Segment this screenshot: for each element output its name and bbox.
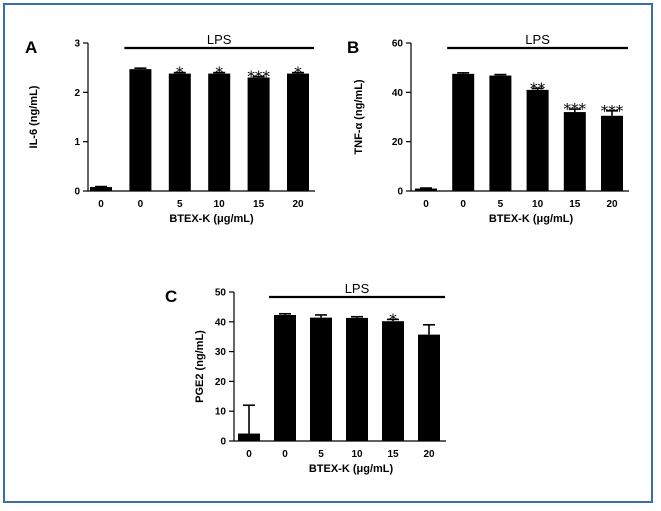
significance-label: * <box>176 64 184 82</box>
significance-label: ** <box>530 79 546 97</box>
y-tick-label: 3 <box>74 39 80 50</box>
x-axis-title: BTEX-K (μg/mL) <box>169 213 254 225</box>
significance-label: *** <box>564 100 587 118</box>
panel-letter: C <box>165 287 177 306</box>
x-tick-label: 0 <box>423 199 429 210</box>
y-axis-title: IL-6 (ng/mL) <box>28 85 40 148</box>
x-tick-label: 0 <box>460 199 466 210</box>
bar <box>129 69 152 191</box>
bar <box>489 75 512 191</box>
bar <box>168 73 191 191</box>
bar <box>287 73 309 191</box>
bar <box>418 334 440 441</box>
y-tick-label: 2 <box>74 88 80 99</box>
y-tick-label: 40 <box>392 88 404 99</box>
panel-b: B 0 20 40 60 TNF-α (ng/mL) 0 0 5 10 ** 15 *** 20 *** BT… <box>347 32 629 225</box>
bar <box>452 73 475 191</box>
significance-label: *** <box>247 68 270 86</box>
x-tick-label: 15 <box>387 449 399 460</box>
bar <box>90 187 112 191</box>
significance-label: * <box>389 310 397 328</box>
x-tick-label: 0 <box>246 449 252 460</box>
bar <box>238 433 260 441</box>
x-tick-label: 10 <box>214 199 226 210</box>
y-axis-title: PGE2 (ng/mL) <box>194 330 206 403</box>
y-tick-label: 50 <box>215 288 227 299</box>
x-axis-title: BTEX-K (μg/mL) <box>309 463 394 475</box>
x-tick-label: 10 <box>532 199 544 210</box>
x-axis-title: BTEX-K (μg/mL) <box>489 213 574 225</box>
bar <box>346 317 368 441</box>
bar <box>563 112 586 191</box>
significance-label: *** <box>601 102 624 120</box>
y-tick-label: 30 <box>215 347 227 358</box>
bar <box>247 77 270 191</box>
y-tick-label: 0 <box>220 437 226 448</box>
panel-a: A 0 1 2 3 IL-6 (ng/mL) 0 0 5 * 10 * 15 *** 20 * BTEX-K (… <box>25 32 315 225</box>
figure-frame: A 0 1 2 3 IL-6 (ng/mL) 0 0 5 * 10 * 15 *** 20 * BTEX-K (… <box>3 3 653 503</box>
x-tick-label: 0 <box>138 199 144 210</box>
significance-label: * <box>294 64 302 82</box>
bar <box>415 188 437 191</box>
x-tick-label: 20 <box>606 199 618 210</box>
x-tick-label: 0 <box>98 199 104 210</box>
bar <box>601 115 623 191</box>
significance-label: * <box>215 64 223 82</box>
x-tick-label: 20 <box>423 449 435 460</box>
y-tick-label: 10 <box>215 407 227 418</box>
bar <box>208 73 231 191</box>
y-tick-label: 60 <box>392 39 404 50</box>
bar <box>526 89 549 191</box>
lps-label: LPS <box>345 281 370 296</box>
panel-letter: B <box>347 38 359 57</box>
x-tick-label: 5 <box>177 199 183 210</box>
panel-letter: A <box>25 38 37 57</box>
x-tick-label: 15 <box>569 199 581 210</box>
x-tick-label: 15 <box>253 199 265 210</box>
lps-label: LPS <box>525 32 550 47</box>
y-tick-label: 0 <box>74 187 80 198</box>
y-tick-label: 20 <box>392 137 404 148</box>
y-tick-label: 20 <box>215 377 227 388</box>
panel-c: C 0 10 20 30 40 50 PGE2 (ng/mL) 0 0 5 10 15 * 20 BTEX-K… <box>165 281 446 475</box>
y-tick-label: 40 <box>215 317 227 328</box>
x-tick-label: 5 <box>498 199 504 210</box>
bar <box>382 321 404 441</box>
x-tick-label: 0 <box>282 449 288 460</box>
x-tick-label: 20 <box>292 199 304 210</box>
y-tick-label: 1 <box>74 137 80 148</box>
lps-label: LPS <box>207 32 232 47</box>
bar <box>274 314 296 441</box>
x-tick-label: 5 <box>318 449 324 460</box>
y-tick-label: 0 <box>397 187 403 198</box>
y-axis-title: TNF-α (ng/mL) <box>353 79 365 155</box>
x-tick-label: 10 <box>351 449 363 460</box>
bar <box>310 317 332 441</box>
